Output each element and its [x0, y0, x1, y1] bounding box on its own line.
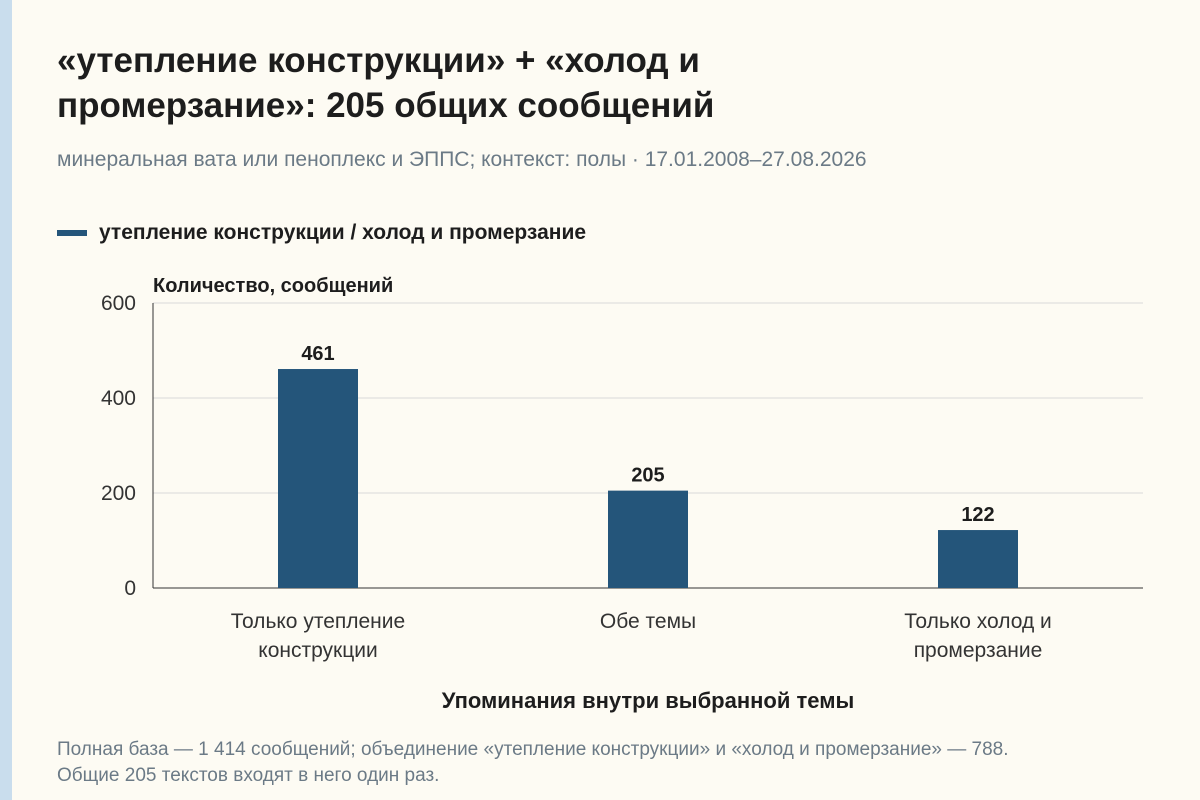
chart-title: «утепление конструкции» + «холод и проме… — [57, 41, 715, 125]
x-tick-label: Только холод и — [904, 610, 1052, 633]
footnote: Полная база — 1 414 сообщений; объединен… — [57, 739, 1009, 786]
bar-value-label: 122 — [961, 504, 994, 526]
y-tick-label: 400 — [101, 387, 136, 410]
x-tick-label: конструкции — [258, 639, 377, 662]
x-axis-label: Упоминания внутри выбранной темы — [442, 688, 855, 713]
bar — [938, 530, 1018, 588]
bar — [608, 490, 688, 588]
bar-value-label: 205 — [631, 465, 664, 487]
y-tick-label: 600 — [101, 292, 136, 315]
x-tick-label: Только утепление — [231, 610, 405, 633]
legend-swatch — [57, 230, 87, 236]
bar-value-label: 461 — [301, 343, 334, 365]
accent-strip — [0, 0, 12, 800]
legend: утепление конструкции / холод и промерза… — [57, 219, 586, 247]
y-axis-label: Количество, сообщений — [153, 275, 393, 297]
y-tick-label: 0 — [124, 577, 136, 600]
bar — [278, 369, 358, 588]
chart-subtitle: минеральная вата или пеноплекс и ЭППС; к… — [57, 148, 867, 171]
x-tick-label: промерзание — [914, 639, 1043, 662]
legend-label: утепление конструкции / холод и промерза… — [99, 221, 587, 244]
y-tick-label: 200 — [101, 482, 136, 505]
x-tick-label: Обе темы — [600, 610, 696, 633]
